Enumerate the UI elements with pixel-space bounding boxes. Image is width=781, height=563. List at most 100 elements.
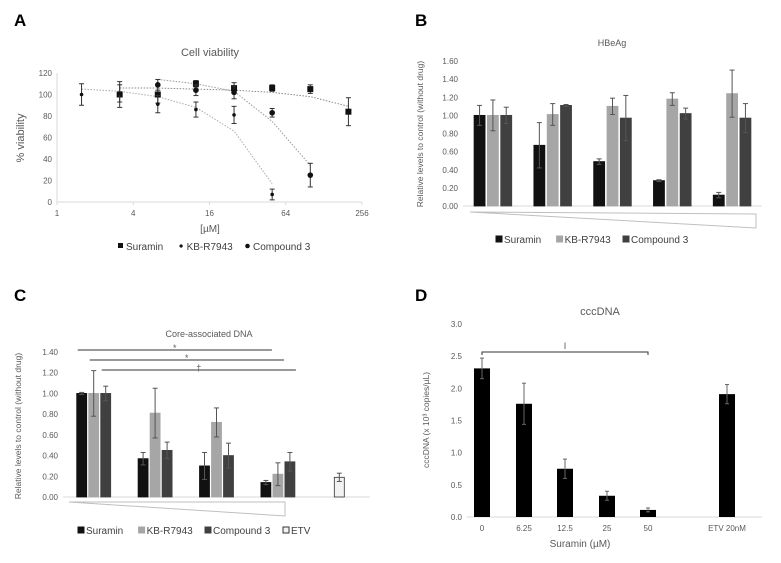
x-tick-label: 25 bbox=[603, 524, 612, 533]
panel-label-a: A bbox=[14, 11, 26, 30]
y-tick-label: 100 bbox=[39, 91, 53, 100]
bar-kb-r7943 bbox=[666, 98, 679, 207]
data-point-circle bbox=[193, 87, 199, 93]
significance-marker: † bbox=[196, 363, 201, 373]
chart-c: 0.00 0.20 0.40 0.60 0.80 1.00 1.20 1.40 * * † Suram… bbox=[42, 343, 370, 537]
chart-c-title: Core-associated DNA bbox=[165, 329, 252, 339]
y-tick-label: 1.5 bbox=[451, 417, 463, 426]
chart-d-title: cccDNA bbox=[580, 306, 620, 318]
data-point-diamond bbox=[155, 102, 160, 106]
y-tick-label: 1.20 bbox=[442, 93, 458, 102]
data-point-diamond bbox=[232, 113, 236, 117]
legend-label: Compound 3 bbox=[213, 526, 271, 537]
x-tick-label: 0 bbox=[480, 524, 485, 533]
bar-compound-3 bbox=[500, 114, 513, 207]
y-tick-label: 0.5 bbox=[451, 481, 463, 490]
legend-marker bbox=[118, 243, 123, 248]
legend-label: Suramin bbox=[504, 235, 541, 246]
chart-a-title: Cell viability bbox=[181, 47, 240, 59]
legend-label: Compound 3 bbox=[253, 242, 311, 253]
legend-label: Suramin bbox=[86, 526, 123, 537]
data-point-diamond bbox=[270, 192, 274, 197]
y-tick-label: 3.0 bbox=[451, 320, 463, 329]
chart-a-ylabel: % viability bbox=[15, 113, 27, 162]
y-tick-label: 0.00 bbox=[42, 493, 58, 502]
trendline-kb-r7943 bbox=[81, 88, 273, 185]
legend-swatch bbox=[138, 526, 146, 534]
bar-suramin bbox=[473, 114, 486, 207]
data-point-diamond bbox=[117, 91, 122, 96]
bar-compound-3 bbox=[679, 113, 692, 207]
y-tick-label: 0.20 bbox=[42, 472, 58, 481]
y-tick-label: 0.60 bbox=[442, 148, 458, 157]
y-tick-label: 0.80 bbox=[42, 410, 58, 419]
x-tick-label: 4 bbox=[131, 209, 136, 218]
legend-swatch bbox=[622, 235, 630, 243]
y-tick-label: 120 bbox=[39, 69, 53, 78]
y-tick-label: 1.0 bbox=[451, 449, 463, 458]
bar-compound-3 bbox=[560, 105, 572, 207]
concentration-gradient-triangle bbox=[68, 501, 286, 517]
data-point-circle bbox=[154, 82, 161, 88]
bar-kb-r7943 bbox=[606, 105, 619, 207]
data-point-diamond bbox=[79, 92, 84, 97]
y-tick-label: 40 bbox=[43, 155, 52, 164]
y-tick-label: 0.80 bbox=[442, 130, 458, 139]
panel-label-c: C bbox=[14, 286, 26, 305]
x-tick-label: 256 bbox=[355, 209, 369, 218]
y-tick-label: 0.40 bbox=[42, 452, 58, 461]
bar-suramin bbox=[653, 180, 665, 207]
data-point-square bbox=[307, 86, 314, 93]
y-tick-label: 0.40 bbox=[442, 166, 458, 175]
y-tick-label: 1.20 bbox=[42, 369, 58, 378]
y-tick-label: 1.40 bbox=[442, 75, 458, 84]
legend-swatch bbox=[556, 235, 564, 243]
x-tick-label: 6.25 bbox=[516, 524, 532, 533]
chart-c-ylabel: Relative levels to control (without drug… bbox=[13, 353, 23, 500]
data-point-square bbox=[345, 108, 352, 115]
concentration-gradient-triangle bbox=[469, 211, 757, 229]
y-tick-label: 0.20 bbox=[442, 184, 458, 193]
x-tick-label: 16 bbox=[205, 209, 214, 218]
data-point-square bbox=[154, 91, 161, 98]
chart-d-ylabel: cccDNA (x 10³ copies/µL) bbox=[421, 372, 431, 468]
y-tick-label: 0.00 bbox=[442, 202, 458, 211]
legend-label: Suramin bbox=[126, 242, 163, 253]
y-tick-label: 60 bbox=[43, 134, 52, 143]
chart-d-xlabel: Suramin (µM) bbox=[550, 539, 611, 550]
bar-cccdna bbox=[599, 495, 615, 517]
legend-swatch bbox=[495, 235, 503, 243]
chart-a-xlabel: [µM] bbox=[200, 224, 220, 235]
legend-swatch bbox=[282, 526, 290, 534]
bar-compound-3 bbox=[100, 393, 112, 498]
chart-a: 0 20 40 60 80 100 120 1 4 16 64 256 Suramin KB-R7943 C… bbox=[39, 69, 370, 253]
y-tick-label: 1.00 bbox=[42, 389, 58, 398]
y-tick-label: 2.5 bbox=[451, 352, 463, 361]
chart-b: 0.00 0.20 0.40 0.60 0.80 1.00 1.20 1.40 1.60 Sura… bbox=[442, 57, 762, 246]
significance-marker: * bbox=[173, 343, 177, 353]
chart-b-title: HBeAg bbox=[598, 38, 627, 48]
legend-marker bbox=[179, 244, 183, 248]
panel-label-b: B bbox=[415, 11, 427, 30]
legend-label: KB-R7943 bbox=[147, 526, 194, 537]
x-tick-label: ETV 20nM bbox=[708, 524, 746, 533]
bar-suramin bbox=[76, 393, 88, 498]
bar-cccdna bbox=[719, 394, 735, 517]
trendline-compound-3 bbox=[157, 78, 311, 166]
legend-marker bbox=[245, 243, 250, 249]
chart-d: 0.0 0.5 1.0 1.5 2.0 2.5 3.0 0 6.25 12.5 25 50 ETV 20… bbox=[451, 320, 762, 533]
y-tick-label: 1.00 bbox=[442, 111, 458, 120]
x-tick-label: 1 bbox=[55, 209, 60, 218]
data-point-circle bbox=[307, 172, 314, 178]
y-tick-label: 2.0 bbox=[451, 384, 463, 393]
chart-b-ylabel: Relative levels to control (without drug… bbox=[415, 61, 425, 208]
y-tick-label: 1.40 bbox=[42, 348, 58, 357]
x-tick-label: 50 bbox=[644, 524, 653, 533]
y-tick-label: 80 bbox=[43, 112, 52, 121]
y-tick-label: 20 bbox=[43, 177, 52, 186]
data-point-square bbox=[269, 85, 276, 92]
significance-bracket bbox=[481, 351, 649, 355]
legend-label: KB-R7943 bbox=[565, 235, 612, 246]
bar-cccdna bbox=[474, 368, 490, 517]
